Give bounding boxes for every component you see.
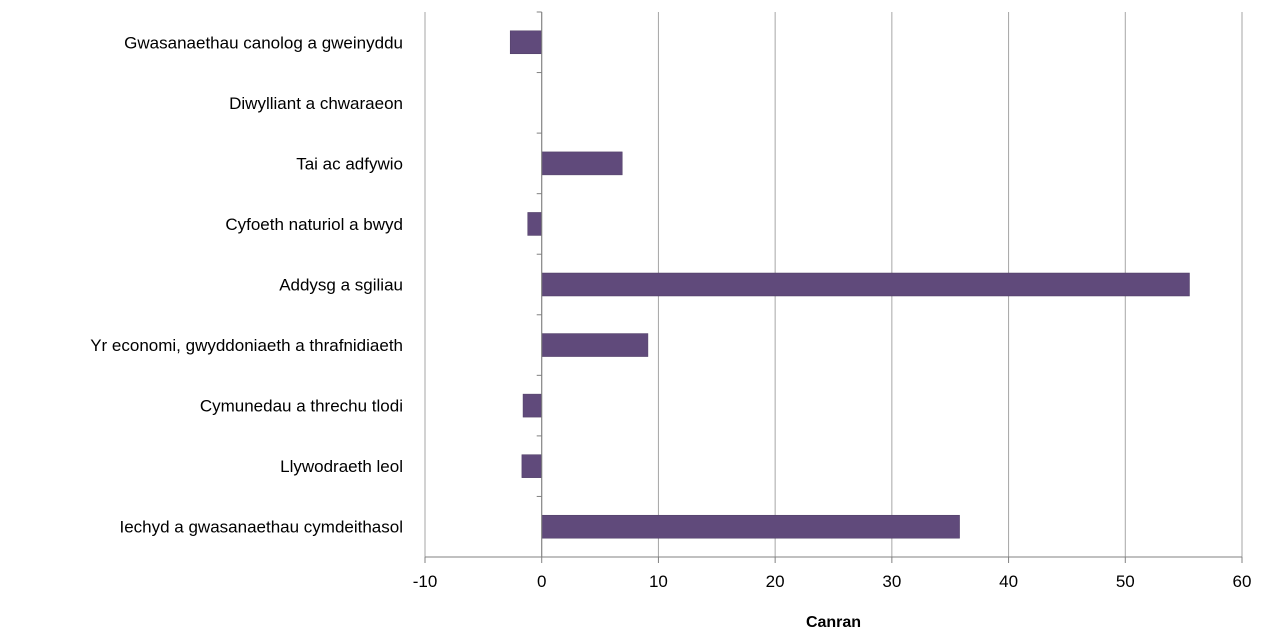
category-label-4: Addysg a sgiliau bbox=[279, 276, 403, 295]
x-tick-label-4: 30 bbox=[882, 572, 901, 591]
category-label-2: Tai ac adfywio bbox=[296, 154, 403, 173]
category-label-0: Gwasanaethau canolog a gweinyddu bbox=[124, 33, 403, 52]
bar-5 bbox=[541, 333, 649, 357]
category-label-1: Diwylliant a chwaraeon bbox=[229, 94, 403, 113]
bar-0 bbox=[509, 30, 542, 55]
bars bbox=[509, 30, 1190, 539]
bar-3 bbox=[527, 212, 542, 236]
category-label-6: Cymunedau a threchu tlodi bbox=[200, 397, 403, 416]
x-tick-label-3: 20 bbox=[766, 572, 785, 591]
bar-7 bbox=[521, 454, 542, 478]
x-tick-label-2: 10 bbox=[649, 572, 668, 591]
category-label-5: Yr economi, gwyddoniaeth a thrafnidiaeth bbox=[90, 336, 403, 355]
bar-6 bbox=[522, 393, 542, 418]
category-label-7: Llywodraeth leol bbox=[280, 457, 403, 476]
axes bbox=[424, 11, 1243, 563]
x-tick-label-5: 40 bbox=[999, 572, 1018, 591]
bar-2 bbox=[541, 151, 623, 176]
x-tick-label-7: 60 bbox=[1233, 572, 1252, 591]
x-tick-label-0: -10 bbox=[413, 572, 438, 591]
category-label-8: Iechyd a gwasanaethau cymdeithasol bbox=[119, 518, 403, 537]
x-tick-label-6: 50 bbox=[1116, 572, 1135, 591]
bar-8 bbox=[541, 514, 960, 539]
tick-labels: -10 0 10 20 30 40 50 60 bbox=[413, 572, 1252, 591]
category-label-3: Cyfoeth naturiol a bwyd bbox=[225, 215, 403, 234]
x-axis-title: Canran bbox=[806, 614, 861, 631]
bar-4 bbox=[541, 272, 1190, 297]
category-labels: Gwasanaethau canolog a gweinyddu Diwyllia… bbox=[90, 33, 403, 536]
x-tick-label-1: 0 bbox=[537, 572, 546, 591]
